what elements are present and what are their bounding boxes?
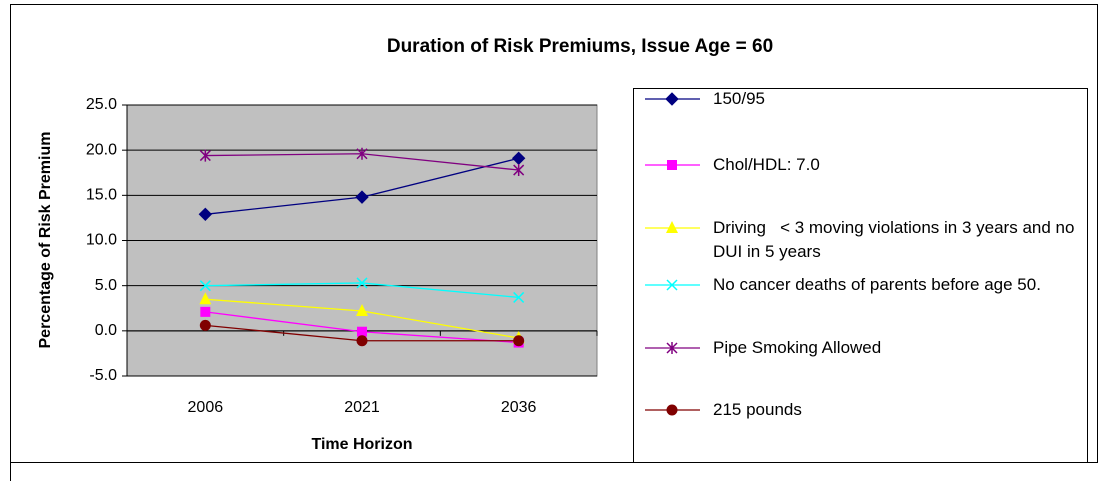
- marker: [666, 279, 678, 291]
- marker: [199, 292, 212, 305]
- marker: [357, 326, 367, 337]
- x-axis-label: Time Horizon: [311, 436, 412, 453]
- marker: [665, 92, 679, 106]
- x-tick-label: 2021: [344, 399, 380, 416]
- marker: [666, 342, 678, 354]
- x-tick-label: 2006: [188, 399, 224, 416]
- marker: [513, 164, 525, 177]
- y-tick-label: 15.0: [86, 187, 117, 204]
- y-tick-label: 10.0: [86, 232, 117, 249]
- marker: [513, 335, 525, 347]
- legend-label: No cancer deaths of parents before age 5…: [713, 275, 1041, 294]
- marker: [200, 306, 211, 317]
- y-tick-label: 25.0: [86, 96, 117, 113]
- marker: [356, 335, 368, 347]
- y-tick-label: -5.0: [89, 367, 117, 384]
- marker: [199, 319, 211, 331]
- marker: [199, 280, 211, 292]
- y-tick-label: 0.0: [95, 322, 117, 339]
- marker: [666, 404, 678, 416]
- marker: [199, 149, 211, 162]
- marker: [356, 147, 368, 160]
- x-tick-label: 2036: [501, 399, 537, 416]
- legend-label: Pipe Smoking Allowed: [713, 338, 882, 357]
- marker: [356, 303, 368, 316]
- marker: [666, 221, 678, 233]
- marker: [356, 277, 368, 289]
- legend: [633, 88, 1088, 463]
- marker: [667, 160, 677, 170]
- chart-title: Duration of Risk Premiums, Issue Age = 6…: [387, 36, 773, 57]
- legend-label: Chol/HDL: 7.0: [713, 155, 820, 174]
- marker: [355, 190, 369, 204]
- y-tick-label: 20.0: [86, 141, 117, 158]
- legend-label: 150/95: [713, 89, 765, 108]
- legend-label: 215 pounds: [713, 400, 802, 419]
- marker: [198, 207, 213, 222]
- y-tick-label: 5.0: [95, 277, 117, 294]
- y-axis-label: Percentage of Risk Premium: [37, 132, 54, 349]
- marker: [513, 291, 525, 303]
- legend-label: Driving < 3 moving violations in 3 years…: [713, 218, 1080, 261]
